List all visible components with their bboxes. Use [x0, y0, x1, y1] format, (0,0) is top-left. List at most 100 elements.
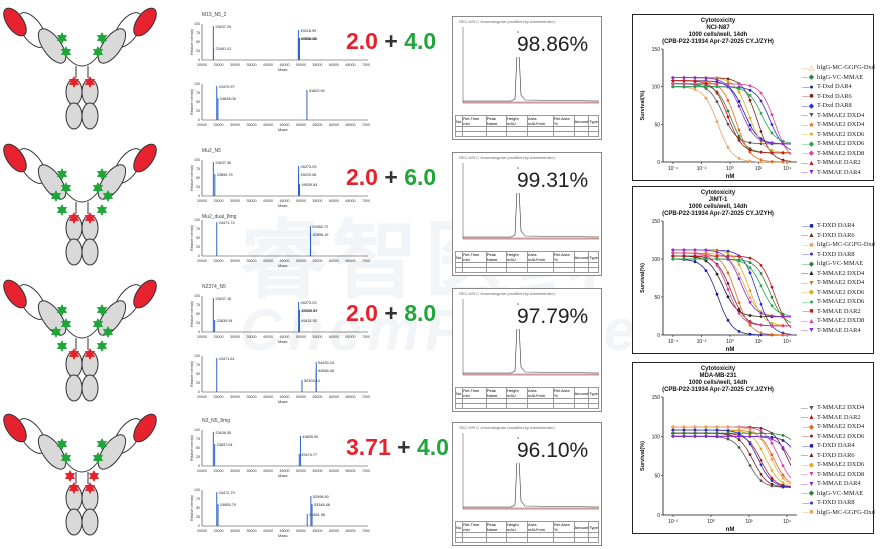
data-point — [748, 300, 752, 304]
data-point — [748, 150, 752, 154]
peak-label: 49539.92 — [301, 309, 317, 313]
x-tick-label: 30000 — [230, 529, 240, 533]
legend-label: T-DXD DAR6 — [817, 451, 855, 459]
peak-label: 52898.19 — [313, 233, 329, 237]
hplc-col-header: Peak Name — [485, 115, 508, 127]
dar-plus: + — [377, 300, 405, 326]
peak-label: 24472.79 — [219, 491, 235, 495]
dar-plus: + — [377, 28, 405, 54]
hplc-col-header: Area mAU*min — [527, 251, 554, 263]
legend-entry: —■ hIgG-MC-GGFG-Dxd — [801, 508, 875, 518]
data-point — [759, 111, 763, 115]
hplc-col-header: Peak Name — [485, 251, 508, 263]
dar-green: 6.0 — [404, 164, 437, 190]
legend-entry: —▲ T-DXD DAR6 — [801, 451, 875, 461]
legend-marker: —◆ — [801, 422, 815, 431]
hplc-table: No. Ret.Time min Peak Name Height mAU Area m… — [454, 521, 599, 543]
y-tick-label: 25 — [196, 515, 200, 519]
peak-label: 23830.94 — [217, 319, 233, 323]
peak-label: 23437.29 — [215, 25, 231, 29]
y-tick-label: 150 — [652, 219, 661, 225]
hplc-chromatogram: SEC-HPLC chromatogram (modified by Admin… — [452, 422, 602, 546]
y-tick-label: 0 — [657, 333, 660, 339]
fc-domain — [81, 374, 99, 402]
data-point — [682, 428, 686, 432]
legend-entry: —▼ T-MMAE DAR4 — [801, 479, 875, 489]
hplc-title: SEC-HPLC chromatogram (modified by Admin… — [459, 155, 555, 160]
spectrum-bottom: 20000 25000 30000 35000 40000 45000 50000 55000… — [190, 486, 372, 538]
x-tick-label: 35000 — [247, 123, 257, 127]
y-tick-label: 0 — [198, 390, 200, 394]
data-point — [770, 314, 774, 318]
data-point — [704, 96, 708, 100]
data-point — [726, 254, 730, 258]
data-point — [759, 331, 763, 335]
fc-domain — [65, 508, 83, 536]
x-tick-label: 35000 — [247, 469, 257, 473]
hplc-col-header: Height mAU — [506, 521, 529, 533]
data-point — [781, 315, 785, 318]
legend-marker: —▼ — [801, 278, 815, 287]
data-point — [737, 90, 741, 94]
legend-entry: —▼ T-MMAE2 DXD4 — [801, 111, 875, 121]
x-tick-label: 10⁻⁴ — [668, 339, 678, 345]
hplc-plot — [462, 163, 600, 240]
spectrum-plot: 20000 25000 30000 35000 40000 45000 50000 55000… — [190, 488, 372, 533]
spectrum-plot: 20000 25000 30000 35000 40000 45000 50000 55000… — [190, 428, 372, 473]
data-point — [693, 260, 697, 264]
x-tick-label: 40000 — [263, 335, 273, 339]
data-point — [671, 431, 675, 435]
x-tick-label: 45000 — [280, 63, 290, 67]
legend-entry: —▼ T-MMAE2 DXD8 — [801, 470, 875, 480]
data-point — [770, 160, 774, 163]
green-payload-star — [60, 182, 72, 194]
data-point — [770, 333, 774, 336]
spectrum-bottom: Mu2_dual_8mg 20000 25000 30000 35000 40000 450… — [190, 214, 372, 268]
data-point — [737, 139, 741, 142]
data-point — [748, 289, 752, 292]
legend-marker: —▼ — [801, 403, 815, 412]
hplc-col-header: Rel.Area % — [553, 521, 575, 533]
data-point — [726, 437, 730, 441]
green-payload-star — [50, 326, 62, 338]
peak-label: 23837.04 — [217, 443, 233, 447]
y-tick-label: 100 — [194, 22, 200, 26]
green-payload-star — [96, 438, 108, 450]
y-axis-label: Relative intensity — [190, 435, 194, 461]
data-point — [748, 261, 752, 264]
peak-label: 24471.74 — [219, 221, 235, 225]
peak-label: 49539.84 — [301, 183, 317, 187]
data-point — [693, 428, 697, 432]
data-point — [770, 453, 774, 457]
y-tick-label: 75 — [196, 91, 200, 95]
hplc-table: No. Ret.Time min Peak Name Height mAU Area m… — [454, 115, 599, 137]
data-point — [781, 476, 785, 480]
x-tick-label: 60000 — [329, 469, 339, 473]
data-point — [781, 484, 785, 488]
dar-label: 2.0 + 6.0 — [346, 164, 436, 191]
spectrum-title: M15_N5_2 — [202, 12, 227, 18]
legend-label: T-MMAE2 DXD4 — [817, 423, 865, 431]
data-point — [759, 158, 763, 162]
data-point — [715, 120, 719, 123]
peak-label: 24470.97 — [219, 85, 235, 89]
y-tick-label: 50 — [196, 236, 200, 240]
x-tick-label: 65000 — [346, 123, 356, 127]
x-tick-label: 10⁻² — [697, 339, 707, 345]
data-point — [671, 425, 675, 429]
x-tick-label: 30000 — [230, 335, 240, 339]
y-tick-label: 100 — [194, 218, 200, 222]
data-point — [759, 311, 763, 315]
data-point — [737, 277, 741, 280]
purity-value: 97.79% — [515, 305, 591, 329]
data-point — [759, 138, 763, 142]
peak-label: 49229.06 — [300, 173, 316, 177]
x-tick-label: 10⁻² — [668, 519, 678, 525]
data-point — [693, 257, 697, 261]
x-tick-label: 20000 — [197, 469, 207, 473]
legend-label: T-MMAE DAR4 — [817, 480, 861, 488]
y-tick-label: 100 — [194, 354, 200, 358]
hplc-plot — [462, 433, 600, 510]
data-point — [704, 428, 708, 432]
